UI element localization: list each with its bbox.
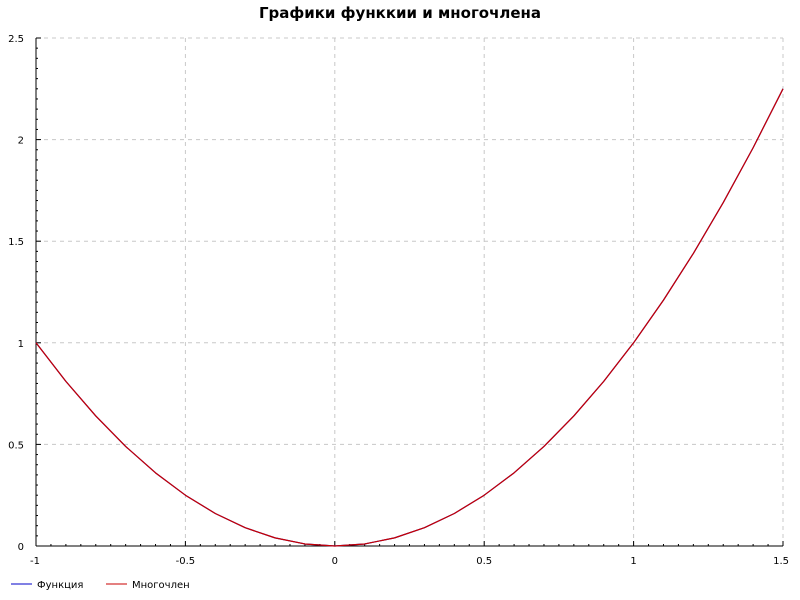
legend: Функция Многочлен [11, 580, 190, 591]
series-line-2 [35, 88, 784, 547]
y-tick-label: 1.5 [8, 237, 24, 248]
y-tick-label: 0.5 [8, 440, 24, 451]
x-tick-label: 1.5 [773, 556, 789, 567]
ticks-layer: -1 -0.5 0 0.5 1 1.5 0 0.5 1 1.5 2 2.5 [8, 34, 789, 567]
series-line-1 [35, 88, 784, 547]
x-tick-label: -1 [30, 556, 40, 567]
x-tick-label: 0.5 [476, 556, 492, 567]
grid-layer [36, 37, 784, 546]
legend-label-2: Многочлен [132, 580, 190, 591]
x-tick-label: 1 [630, 556, 636, 567]
y-tick-label: 2 [18, 136, 24, 147]
y-tick-label: 1 [18, 339, 24, 350]
y-tick-label: 2.5 [8, 34, 24, 45]
x-tick-label: 0 [332, 556, 338, 567]
x-tick-label: -0.5 [176, 556, 196, 567]
chart-title: Графики функкии и многочлена [259, 4, 541, 22]
axes-layer [35, 38, 783, 547]
legend-label-1: Функция [37, 580, 83, 591]
series-layer [35, 88, 784, 547]
y-tick-label: 0 [18, 542, 24, 553]
